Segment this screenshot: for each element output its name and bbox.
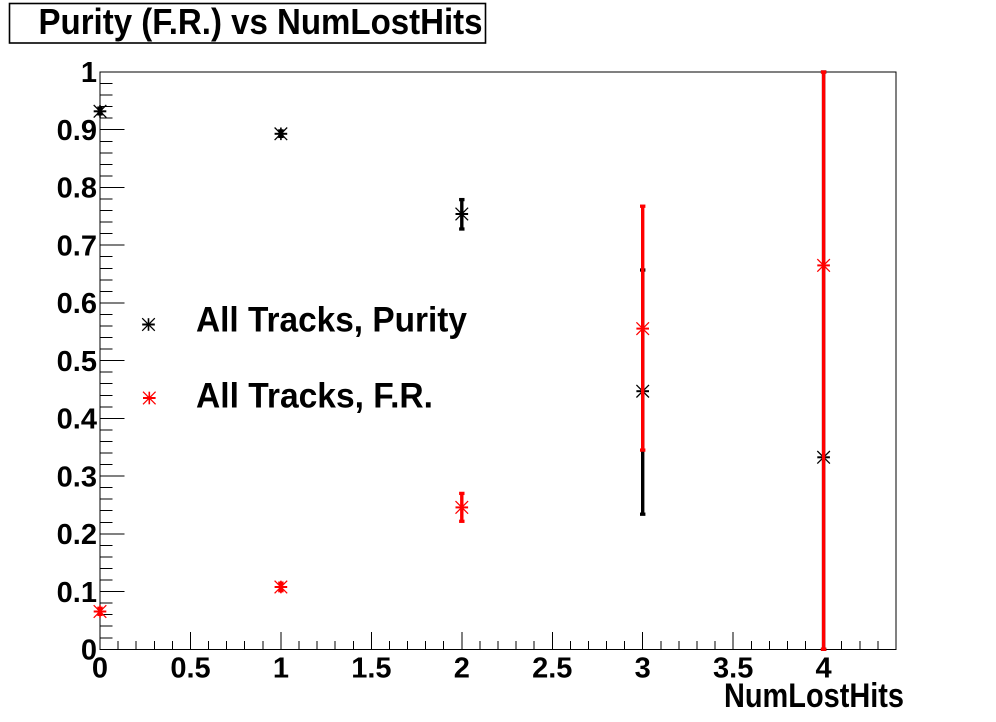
svg-text:0: 0 <box>81 635 97 667</box>
svg-text:1.5: 1.5 <box>351 653 391 685</box>
svg-text:0.2: 0.2 <box>57 519 97 551</box>
svg-text:0.1: 0.1 <box>57 577 97 609</box>
svg-text:0.4: 0.4 <box>57 404 97 436</box>
svg-text:Purity (F.R.) vs NumLostHits: Purity (F.R.) vs NumLostHits <box>39 1 483 42</box>
svg-text:0.6: 0.6 <box>57 288 97 320</box>
svg-text:3.5: 3.5 <box>713 653 753 685</box>
svg-text:0.5: 0.5 <box>57 346 97 378</box>
svg-text:0.3: 0.3 <box>57 461 97 493</box>
svg-text:3: 3 <box>635 653 651 685</box>
svg-text:0.9: 0.9 <box>57 115 97 147</box>
svg-text:All Tracks, F.R.: All Tracks, F.R. <box>196 377 433 416</box>
svg-text:1: 1 <box>81 57 97 89</box>
svg-text:All Tracks, Purity: All Tracks, Purity <box>196 301 467 340</box>
svg-text:0.7: 0.7 <box>57 230 97 262</box>
svg-text:4: 4 <box>816 653 832 685</box>
svg-text:2.5: 2.5 <box>532 653 572 685</box>
svg-text:1: 1 <box>273 653 289 685</box>
svg-text:0: 0 <box>92 653 108 685</box>
svg-text:0.5: 0.5 <box>170 653 210 685</box>
svg-text:2: 2 <box>454 653 470 685</box>
svg-text:NumLostHits: NumLostHits <box>724 677 904 715</box>
svg-text:0.8: 0.8 <box>57 173 97 205</box>
